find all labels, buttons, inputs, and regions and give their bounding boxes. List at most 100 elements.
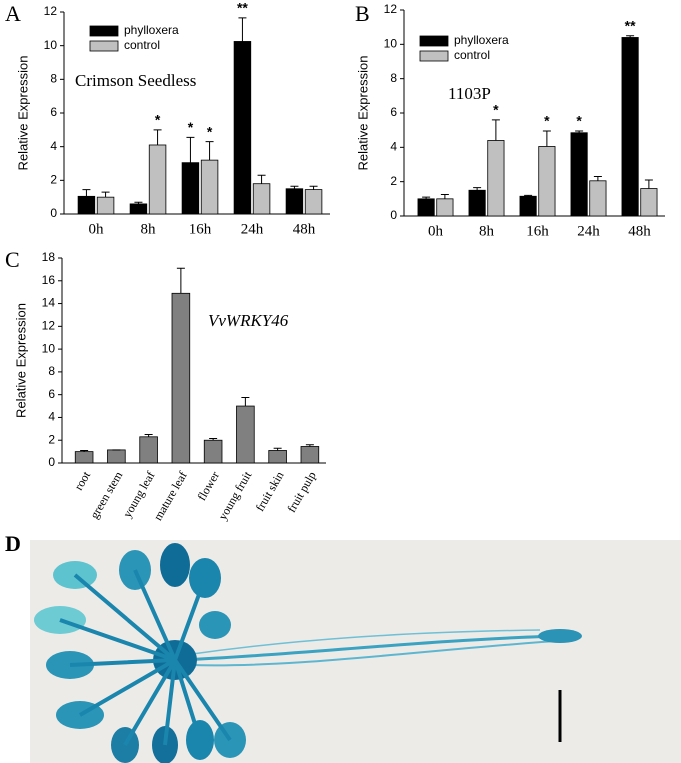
significance-label: ** bbox=[237, 0, 248, 16]
error-bar bbox=[82, 189, 91, 197]
y-tick-label: 0 bbox=[390, 208, 397, 222]
photo-panel: D bbox=[5, 531, 681, 763]
y-tick-label: 10 bbox=[42, 341, 56, 355]
error-bar bbox=[257, 174, 266, 184]
panel-label: D bbox=[5, 531, 21, 556]
x-tick-label: 16h bbox=[526, 223, 549, 239]
bar bbox=[236, 405, 255, 464]
x-tick-label: 0h bbox=[428, 223, 444, 239]
error-bar bbox=[273, 447, 282, 451]
bar bbox=[436, 198, 454, 217]
panel-label: B bbox=[355, 1, 370, 26]
x-tick-label: root bbox=[71, 468, 93, 492]
error-bar bbox=[144, 434, 153, 437]
error-bar bbox=[80, 449, 89, 452]
error-bar bbox=[101, 191, 110, 198]
y-tick-label: 12 bbox=[42, 319, 56, 333]
bar bbox=[417, 198, 435, 217]
bar bbox=[519, 195, 537, 217]
error-bar bbox=[205, 141, 214, 161]
significance-label: * bbox=[188, 119, 194, 135]
y-tick-label: 6 bbox=[390, 105, 397, 119]
x-tick-label: 16h bbox=[189, 221, 212, 237]
y-tick-label: 10 bbox=[384, 37, 398, 51]
annotation: VvWRKY46 bbox=[208, 311, 289, 330]
error-bar bbox=[241, 397, 250, 407]
bar bbox=[148, 144, 167, 215]
error-bar bbox=[524, 194, 533, 197]
error-bar bbox=[305, 444, 314, 447]
y-tick-label: 18 bbox=[42, 250, 56, 264]
legend-label: phylloxera bbox=[124, 23, 179, 37]
error-bar bbox=[440, 194, 449, 199]
y-tick-label: 10 bbox=[44, 38, 58, 52]
y-tick-label: 14 bbox=[42, 296, 56, 310]
bar bbox=[200, 159, 219, 215]
legend-label: phylloxera bbox=[454, 33, 509, 47]
bar bbox=[107, 449, 126, 464]
bar bbox=[538, 146, 556, 217]
legend-label: control bbox=[124, 38, 160, 52]
annotation: 1103P bbox=[448, 84, 491, 103]
bar bbox=[640, 188, 658, 217]
y-tick-label: 0 bbox=[48, 455, 55, 469]
significance-label: ** bbox=[625, 17, 636, 33]
y-tick-label: 6 bbox=[48, 387, 55, 401]
bar bbox=[77, 195, 96, 215]
y-tick-label: 2 bbox=[48, 432, 55, 446]
x-tick-label: 24h bbox=[241, 221, 264, 237]
bar bbox=[171, 292, 191, 464]
annotation: Crimson Seedless bbox=[75, 71, 196, 90]
seedling bbox=[34, 543, 582, 763]
error-bar bbox=[644, 179, 653, 189]
error-bar bbox=[134, 201, 143, 204]
x-tick-label: fruit skin bbox=[253, 469, 287, 514]
error-bar bbox=[593, 176, 602, 181]
y-tick-label: 8 bbox=[50, 72, 57, 86]
y-tick-label: 4 bbox=[390, 140, 397, 154]
x-tick-label: 0h bbox=[89, 221, 105, 237]
y-tick-label: 4 bbox=[50, 139, 57, 153]
bar bbox=[285, 188, 304, 215]
y-tick-label: 8 bbox=[390, 71, 397, 85]
y-tick-label: 4 bbox=[48, 410, 55, 424]
x-tick-label: 24h bbox=[577, 223, 600, 239]
error-bar bbox=[542, 130, 551, 147]
legend-label: control bbox=[454, 48, 490, 62]
error-bar bbox=[153, 129, 162, 145]
significance-label: * bbox=[155, 112, 161, 128]
bar bbox=[468, 189, 486, 217]
error-bar bbox=[626, 35, 635, 38]
error-bar bbox=[575, 130, 584, 133]
y-tick-label: 12 bbox=[384, 2, 398, 16]
x-tick-label: 8h bbox=[479, 223, 495, 239]
error-bar bbox=[209, 438, 218, 441]
panel-label: A bbox=[5, 1, 21, 26]
y-tick-label: 16 bbox=[42, 273, 56, 287]
bar bbox=[268, 450, 287, 464]
error-bar bbox=[422, 196, 431, 199]
y-tick-label: 2 bbox=[50, 173, 57, 187]
error-bar bbox=[473, 187, 482, 191]
x-tick-label: 48h bbox=[628, 223, 651, 239]
bar bbox=[139, 436, 158, 464]
legend-swatch bbox=[89, 40, 119, 52]
significance-label: * bbox=[493, 102, 499, 118]
y-tick-label: 6 bbox=[50, 105, 57, 119]
legend-swatch bbox=[89, 25, 119, 37]
error-bar bbox=[309, 185, 318, 190]
panel-label: C bbox=[5, 247, 20, 272]
error-bar bbox=[491, 119, 500, 141]
y-tick-label: 8 bbox=[48, 364, 55, 378]
x-tick-label: fruit pulp bbox=[284, 469, 319, 515]
error-bar bbox=[176, 267, 185, 294]
bar bbox=[233, 41, 252, 215]
y-axis-label: Relative Expression bbox=[13, 303, 28, 418]
y-tick-label: 2 bbox=[390, 174, 397, 188]
significance-label: * bbox=[207, 123, 213, 139]
bar bbox=[589, 180, 607, 217]
y-tick-label: 0 bbox=[50, 206, 57, 220]
significance-label: * bbox=[544, 113, 550, 129]
